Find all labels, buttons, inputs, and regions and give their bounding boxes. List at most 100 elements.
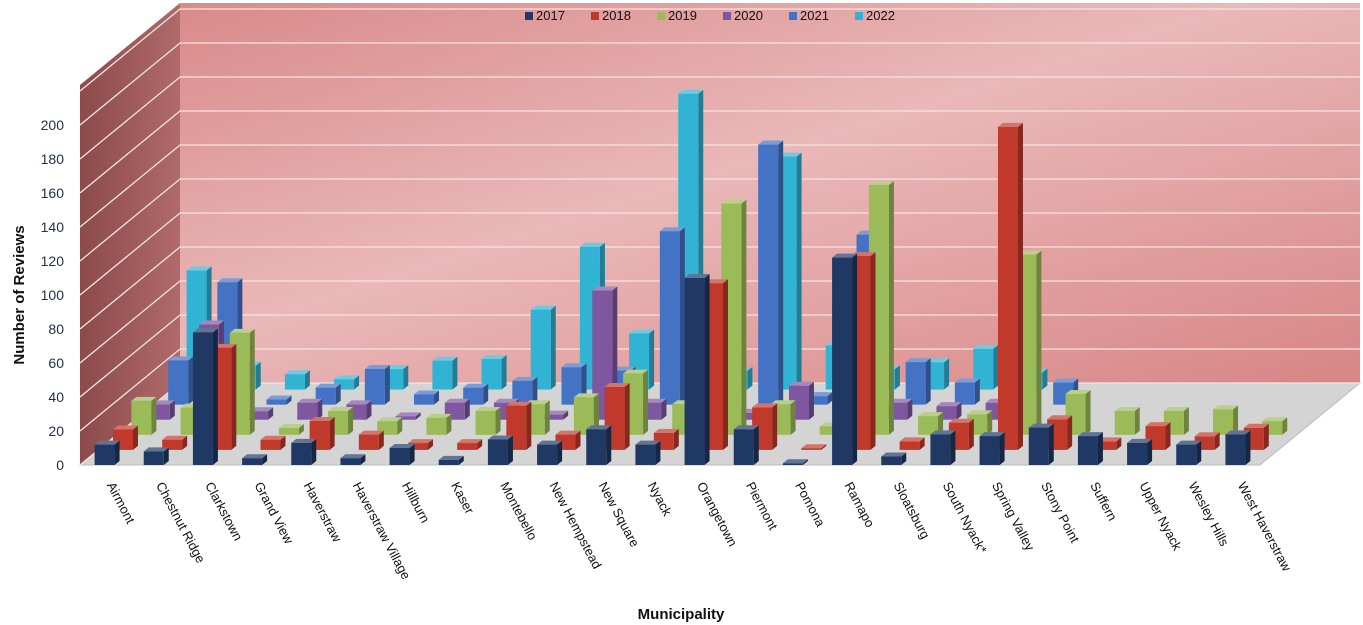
bar-2021-Haverstraw bbox=[364, 364, 390, 405]
bar-2017-Piermont bbox=[733, 425, 759, 465]
bar-2020-Haverstraw Village bbox=[395, 412, 421, 420]
legend-label-2022: 2022 bbox=[866, 8, 895, 23]
bar-2018-Grand View bbox=[260, 435, 286, 450]
bar-2020-Grand View bbox=[297, 398, 323, 420]
y-tick-label: 100 bbox=[41, 287, 65, 303]
x-tick-label: Chestnut Ridge bbox=[153, 479, 208, 565]
legend-swatch-2018 bbox=[591, 12, 599, 20]
bar-2022-Kaser bbox=[530, 305, 556, 390]
bar-2022-Clarkstown bbox=[284, 370, 310, 390]
bar-2019-New Hempstead bbox=[573, 393, 599, 435]
bar-2017-Airmont bbox=[94, 440, 120, 465]
legend-label-2021: 2021 bbox=[800, 8, 829, 23]
bar-2017-Nyack bbox=[635, 440, 661, 465]
bar-2017-Wesley Hills bbox=[1176, 440, 1202, 465]
bar-2017-Spring Valley bbox=[979, 432, 1005, 465]
bar-2017-South Nyack* bbox=[930, 430, 956, 465]
x-tick-label: Suffern bbox=[1087, 479, 1120, 523]
bar-2019-Kaser bbox=[475, 407, 501, 435]
x-tick-label: Sloatsburg bbox=[891, 479, 933, 541]
x-tick-label: Haverstraw bbox=[301, 479, 345, 545]
x-axis-title: Municipality bbox=[638, 606, 725, 623]
bar-2017-Ramapo bbox=[832, 253, 858, 465]
x-tick-label: Spring Valley bbox=[989, 479, 1038, 553]
bar-2017-Haverstraw bbox=[291, 438, 317, 465]
x-tick-label: Piermont bbox=[743, 479, 781, 532]
bar-2021-Airmont bbox=[168, 356, 194, 405]
x-tick-label: Montebello bbox=[497, 479, 540, 542]
bar-2017-New Hempstead bbox=[537, 440, 563, 465]
bar-2019-Wesley Hills bbox=[1213, 405, 1239, 435]
gridline bbox=[79, 8, 1360, 92]
y-tick-label: 160 bbox=[41, 185, 65, 201]
x-tick-label: Airmont bbox=[104, 479, 138, 526]
bar-2017-Kaser bbox=[438, 455, 464, 465]
side-wall bbox=[80, 3, 180, 465]
bar-2019-Hillburn bbox=[426, 413, 452, 435]
x-tick-label: Ramapo bbox=[841, 479, 877, 529]
x-tick-label: Clarkstown bbox=[202, 479, 245, 543]
x-tick-label: Wesley Hills bbox=[1186, 479, 1233, 549]
gridline bbox=[79, 76, 1360, 160]
x-tick-label: Upper Nyack bbox=[1136, 479, 1185, 553]
x-tick-label: Nyack bbox=[645, 479, 675, 518]
legend-swatch-2019 bbox=[657, 12, 665, 20]
y-tick-label: 200 bbox=[41, 117, 65, 133]
x-tick-label: New Hempstead bbox=[546, 479, 604, 571]
x-tick-label: South Nyack* bbox=[940, 479, 990, 556]
bar-2017-Sloatsburg bbox=[881, 452, 907, 465]
bar-2018-Haverstraw Village bbox=[358, 430, 384, 450]
bar-2017-Chestnut Ridge bbox=[143, 447, 169, 465]
gridline bbox=[79, 110, 1360, 194]
bar-2018-Sloatsburg bbox=[899, 437, 925, 450]
bar-2018-Chestnut Ridge bbox=[162, 435, 188, 450]
bar-2017-Upper Nyack bbox=[1127, 438, 1153, 465]
x-tick-label: Hillburn bbox=[399, 479, 433, 525]
bar-2017-Clarkstown bbox=[192, 328, 218, 465]
gridline bbox=[79, 212, 1360, 296]
legend-swatch-2020 bbox=[723, 12, 731, 20]
bar-2021-Sloatsburg bbox=[954, 378, 980, 405]
bar-2017-Hillburn bbox=[389, 444, 415, 465]
legend-label-2020: 2020 bbox=[734, 8, 763, 23]
x-tick-label: West Haverstraw bbox=[1235, 479, 1295, 574]
bar-2018-Kaser bbox=[457, 439, 483, 450]
legend-swatch-2022 bbox=[855, 12, 863, 20]
bar-2021-Ramapo bbox=[905, 358, 931, 405]
gridline bbox=[79, 314, 1360, 398]
x-tick-label: Orangetown bbox=[694, 479, 740, 549]
y-tick-label: 120 bbox=[41, 253, 65, 269]
bar-2021-Clarkstown bbox=[266, 395, 292, 405]
gridline bbox=[79, 348, 1360, 432]
y-tick-label: 20 bbox=[48, 423, 64, 439]
bar-2017-New Square bbox=[586, 425, 612, 465]
bar-2017-Pomona bbox=[782, 459, 808, 465]
bar-2021-Orangetown bbox=[758, 140, 784, 405]
bar-2021-Kaser bbox=[512, 376, 538, 405]
bar-2021-Haverstraw Village bbox=[414, 390, 440, 405]
y-tick-label: 180 bbox=[41, 151, 65, 167]
bar-2022-Haverstraw Village bbox=[432, 356, 458, 390]
y-tick-label: 0 bbox=[56, 457, 64, 473]
y-tick-label: 60 bbox=[48, 355, 64, 371]
x-tick-label: Kaser bbox=[448, 479, 478, 517]
gridline bbox=[79, 178, 1360, 262]
y-tick-label: 40 bbox=[48, 389, 64, 405]
gridline bbox=[79, 246, 1360, 330]
y-tick-label: 140 bbox=[41, 219, 65, 235]
bar-2022-Grand View bbox=[334, 375, 360, 390]
bar-2019-Suffern bbox=[1114, 407, 1140, 435]
x-tick-label: Grand View bbox=[251, 479, 296, 546]
bar-2017-West Haverstraw bbox=[1225, 430, 1251, 465]
x-tick-label: New Square bbox=[596, 479, 643, 549]
bar-2019-Grand View bbox=[278, 424, 304, 435]
bar-2018-Spring Valley bbox=[997, 122, 1023, 450]
bar-2017-Grand View bbox=[242, 454, 268, 465]
legend-swatch-2017 bbox=[525, 12, 533, 20]
legend-label-2017: 2017 bbox=[536, 8, 565, 23]
gridline bbox=[79, 144, 1360, 228]
x-tick-label: Pomona bbox=[792, 479, 828, 529]
gridline bbox=[79, 42, 1360, 126]
